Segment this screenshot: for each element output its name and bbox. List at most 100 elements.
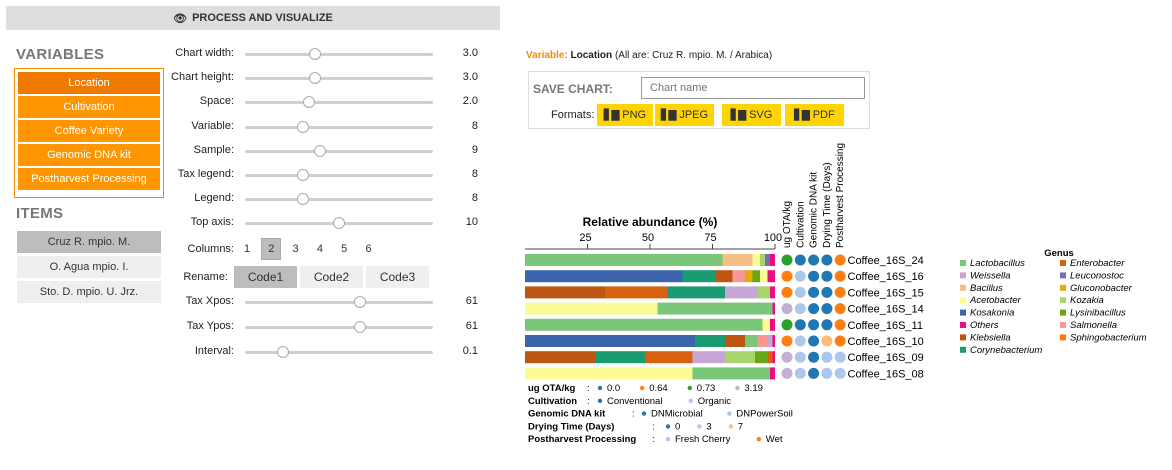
metadata-dot xyxy=(808,286,820,298)
columns-option-1[interactable]: 1 xyxy=(243,243,251,255)
bar-chart-icon: ▋▇ xyxy=(603,109,620,121)
variable-btn-4[interactable]: Postharvest Processing xyxy=(18,168,160,190)
process-visualize-label: PROCESS AND VISUALIZE xyxy=(192,12,333,24)
slider-thumb[interactable] xyxy=(353,321,366,333)
slider-track[interactable] xyxy=(245,321,433,333)
bar-segment xyxy=(715,270,733,283)
slider-value: 8 xyxy=(471,168,478,180)
sample-label: Coffee_16S_10 xyxy=(848,336,924,348)
metadata-dot xyxy=(781,351,793,363)
metadata-dot xyxy=(808,335,820,347)
metadata-dot xyxy=(834,303,846,315)
slider-track[interactable] xyxy=(245,72,433,85)
x-tick-label: 25 xyxy=(579,232,591,244)
items-title: ITEMS xyxy=(16,205,64,222)
columns-option-4[interactable]: 4 xyxy=(316,243,323,255)
metadata-legend-entry: Organic xyxy=(698,396,732,407)
metadata-dot xyxy=(834,367,846,379)
metadata-legend-entry: DNMicrobial xyxy=(651,409,703,420)
save-chart-title: SAVE CHART: xyxy=(533,82,613,96)
rename-option-2[interactable]: Code3 xyxy=(366,266,429,288)
format-pdf-button[interactable]: ▋▇ PDF xyxy=(785,104,844,126)
bar-segment xyxy=(752,254,760,266)
process-visualize-button[interactable]: 👁 PROCESS AND VISUALIZE xyxy=(6,6,500,30)
variable-btn-3[interactable]: Genomic DNA kit xyxy=(18,144,160,166)
slider-track[interactable] xyxy=(245,193,433,206)
sample-label: Coffee_16S_08 xyxy=(848,368,924,380)
slider-label: Variable: xyxy=(191,119,234,132)
slider-track[interactable] xyxy=(245,296,433,308)
bar-segment xyxy=(770,367,775,380)
slider-track[interactable] xyxy=(245,120,433,133)
rename-option-0[interactable]: Code1 xyxy=(234,266,297,288)
bar-segment xyxy=(767,335,773,347)
slider-track[interactable] xyxy=(245,48,433,60)
slider-track[interactable] xyxy=(245,144,433,157)
chart-axis: Relative abundance (%) 25 50 75 100 xyxy=(525,215,782,250)
genus-legend-swatch xyxy=(1060,297,1066,304)
metadata-dot xyxy=(808,367,820,379)
genus-legend-swatch xyxy=(960,309,966,316)
slider-label: Top axis: xyxy=(190,216,234,229)
columns-option-2[interactable]: 2 xyxy=(261,238,282,260)
item-btn-2[interactable]: Sto. D. mpio. U. Jrz. xyxy=(17,281,161,303)
slider-thumb[interactable] xyxy=(333,217,345,230)
slider-thumb[interactable] xyxy=(353,296,366,308)
chart-name-input[interactable] xyxy=(641,77,865,99)
genus-legend-swatch xyxy=(1060,284,1066,291)
item-btn-0[interactable]: Cruz R. mpio. M. xyxy=(17,231,161,253)
bar-segment xyxy=(692,367,770,380)
slider-track[interactable] xyxy=(245,96,433,109)
bar-segment xyxy=(772,302,775,315)
metadata-dot xyxy=(834,270,846,282)
bar-chart-icon: ▋▇ xyxy=(730,109,747,121)
format-png-button[interactable]: ▋▇ PNG xyxy=(597,104,653,126)
metadata-dot xyxy=(781,367,793,379)
format-label: PDF xyxy=(812,109,835,121)
variable-btn-1[interactable]: Cultivation xyxy=(18,96,160,118)
item-btn-1[interactable]: O. Agua mpio. I. xyxy=(17,256,161,278)
slider-value: 61 xyxy=(465,295,478,307)
variable-btn-2[interactable]: Coffee Variety xyxy=(18,120,160,142)
slider-thumb[interactable] xyxy=(302,96,315,109)
slider-track[interactable] xyxy=(245,169,433,181)
variable-btn-0[interactable]: Location xyxy=(18,72,160,94)
metadata-dot xyxy=(821,303,833,315)
metadata-legend-label: ug OTA/kg xyxy=(528,383,576,394)
slider-track[interactable] xyxy=(245,217,433,230)
columns-option-5[interactable]: 5 xyxy=(341,243,348,255)
metadata-legend-entry: 0.64 xyxy=(649,383,668,394)
chart-title: Relative abundance (%) xyxy=(583,215,718,229)
columns-option-3[interactable]: 3 xyxy=(292,243,299,255)
slider-thumb[interactable] xyxy=(276,346,289,358)
bar-segment xyxy=(752,270,760,283)
format-svg-button[interactable]: ▋▇ SVG xyxy=(722,104,781,126)
genus-legend-label: Others xyxy=(970,320,999,331)
variables-list: Location Cultivation Coffee Variety Genomic… xyxy=(14,68,164,198)
slider-label: Chart height: xyxy=(171,71,234,84)
metadata-column-header: ug OTA/kg xyxy=(782,201,793,248)
slider-thumb[interactable] xyxy=(308,48,321,60)
genus-legend-label: Kozakia xyxy=(1070,295,1104,306)
bar-segment xyxy=(645,351,693,364)
bar-segment xyxy=(767,351,773,364)
slider-track[interactable] xyxy=(245,346,433,358)
metadata-legend-colon: : xyxy=(587,396,590,407)
slider-thumb[interactable] xyxy=(297,169,310,181)
format-jpeg-button[interactable]: ▋▇ JPEG xyxy=(655,104,714,126)
slider-thumb[interactable] xyxy=(297,193,310,206)
slider-thumb[interactable] xyxy=(308,72,321,85)
bar-segment xyxy=(772,351,775,364)
metadata-legend-dot xyxy=(756,437,761,442)
slider-thumb[interactable] xyxy=(314,144,327,157)
metadata-legend-dot xyxy=(728,424,733,429)
sample-label: Coffee_16S_14 xyxy=(848,304,924,316)
rename-option-1[interactable]: Code2 xyxy=(300,266,363,288)
bar-segment xyxy=(725,351,755,364)
bar-segment xyxy=(682,270,715,283)
bar-segment xyxy=(692,351,725,364)
metadata-legend-dot xyxy=(688,398,693,403)
slider-thumb[interactable] xyxy=(297,120,310,133)
genus-legend-label: Weissella xyxy=(970,270,1010,281)
columns-option-6[interactable]: 6 xyxy=(365,243,372,255)
